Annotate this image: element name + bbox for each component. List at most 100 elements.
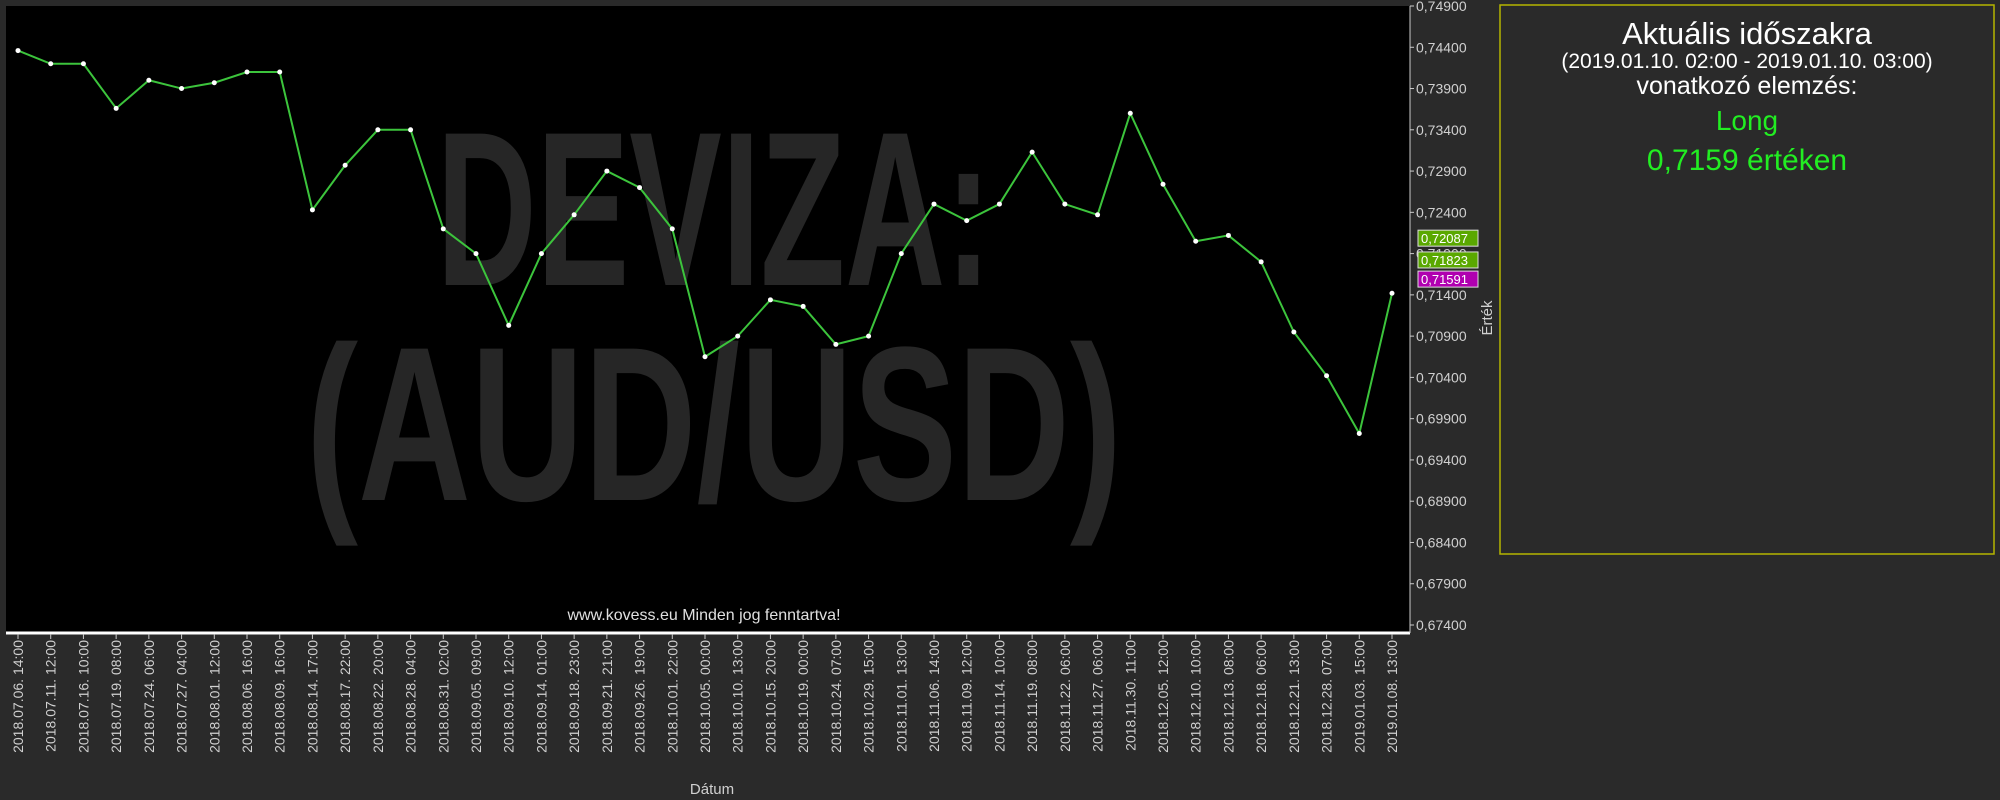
y-axis-label: Érték [1479,300,1496,336]
y-tick-label: 0,68900 [1416,493,1467,509]
price-point [309,207,315,213]
price-point [800,303,806,309]
price-point [113,105,119,111]
price-point [179,86,185,92]
price-point [898,251,904,257]
price-point [1258,259,1264,265]
plot-area [6,6,1410,632]
x-tick-label: 2018.11.22. 06:00 [1057,640,1073,752]
panel-title: Aktuális időszakra [1622,16,1873,51]
x-tick-label: 2018.11.01. 13:00 [893,640,909,752]
price-point [473,251,479,257]
y-tick-label: 0,69900 [1416,411,1467,427]
price-point [146,77,152,83]
price-marker-label: 0,71823 [1421,253,1468,268]
price-point [1193,238,1199,244]
x-tick-label: 2019.01.08. 13:00 [1384,640,1400,753]
y-tick-label: 0,70900 [1416,328,1467,344]
x-tick-label: 2018.09.26. 19:00 [632,640,648,753]
x-tick-label: 2018.10.29. 15:00 [861,640,877,753]
x-tick-label: 2018.09.18. 23:00 [566,640,582,753]
x-tick-label: 2018.10.15. 20:00 [762,640,778,753]
price-point [440,226,446,232]
x-tick-label: 2018.11.09. 12:00 [959,640,975,752]
x-tick-label: 2018.08.06. 16:00 [239,640,255,753]
price-point [604,168,610,174]
price-point [1127,110,1133,116]
price-marker [1417,251,1479,269]
x-tick-label: 2018.07.16. 10:00 [75,640,91,753]
x-tick-label: 2019.01.03. 15:00 [1351,640,1367,753]
y-tick-label: 0,67900 [1416,576,1467,592]
x-tick-label: 2018.12.18. 06:00 [1253,640,1269,753]
price-point [637,185,643,191]
price-point [1324,373,1330,379]
price-point [571,212,577,218]
x-tick-label: 2018.07.27. 04:00 [174,640,190,753]
panel-signal: Long [1716,105,1778,136]
price-point [1291,329,1297,335]
x-tick-label: 2018.07.24. 06:00 [141,640,157,753]
price-marker-label: 0,71591 [1421,272,1468,287]
x-tick-label: 2018.12.13. 08:00 [1220,640,1236,753]
x-tick-label: 2018.10.01. 22:00 [664,640,680,753]
y-tick-label: 0,72400 [1416,204,1467,220]
y-tick-label: 0,73400 [1416,122,1467,138]
price-point [277,69,283,75]
x-tick-label: 2018.12.05. 12:00 [1155,640,1171,753]
x-tick-label: 2018.11.19. 08:00 [1024,640,1040,752]
watermark: DEVIZA: [437,86,992,332]
price-point [866,333,872,339]
price-point [80,61,86,67]
x-tick-label: 2018.07.19. 08:00 [108,640,124,753]
price-point [342,162,348,168]
x-tick-label: 2018.08.01. 12:00 [206,640,222,753]
price-point [964,218,970,224]
x-tick-label: 2018.10.24. 07:00 [828,640,844,753]
price-point [244,69,250,75]
x-tick-label: 2018.08.22. 20:00 [370,640,386,753]
price-point [767,297,773,303]
y-tick-label: 0,72900 [1416,163,1467,179]
panel-period: (2019.01.10. 02:00 - 2019.01.10. 03:00) [1561,50,1932,73]
price-point [1356,431,1362,437]
price-point [996,201,1002,207]
x-tick-label: 2018.10.10. 13:00 [730,640,746,753]
price-marker [1417,270,1479,288]
price-point [538,251,544,257]
x-tick-label: 2018.10.19. 00:00 [795,640,811,753]
price-point [702,354,708,360]
price-point [1389,290,1395,296]
x-tick-label: 2018.10.05. 00:00 [697,640,713,753]
copyright: www.kovess.eu Minden jog fenntartva! [566,607,840,624]
y-tick-label: 0,69400 [1416,452,1467,468]
price-marker-label: 0,72087 [1421,231,1468,246]
x-tick-label: 2018.07.06. 14:00 [10,640,26,753]
panel-price: 0,7159 értéken [1647,144,1847,177]
price-point [211,80,217,86]
y-tick-label: 0,67400 [1416,617,1467,633]
x-tick-label: 2018.08.14. 17:00 [304,640,320,753]
price-point [833,341,839,347]
x-tick-label: 2018.09.14. 01:00 [533,640,549,753]
price-point [669,226,675,232]
x-tick-label: 2018.08.31. 02:00 [435,640,451,753]
price-point [15,48,21,54]
y-tick-label: 0,71400 [1416,287,1467,303]
y-tick-label: 0,74900 [1416,0,1467,14]
price-point [931,201,937,207]
x-tick-label: 2018.09.10. 12:00 [501,640,517,753]
x-tick-label: 2018.08.17. 22:00 [337,640,353,753]
price-point [408,127,414,133]
y-tick-label: 0,74400 [1416,39,1467,55]
x-tick-label: 2018.12.21. 13:00 [1286,640,1302,753]
y-tick-label: 0,70400 [1416,369,1467,385]
y-tick-label: 0,68400 [1416,534,1467,550]
price-point [506,322,512,328]
y-tick-label: 0,73900 [1416,81,1467,97]
x-tick-label: 2018.11.30. 11:00 [1122,640,1138,751]
x-tick-label: 2018.07.11. 12:00 [43,640,59,752]
panel-subtitle: vonatkozó elemzés: [1637,72,1858,100]
x-tick-label: 2018.11.14. 10:00 [991,640,1007,752]
